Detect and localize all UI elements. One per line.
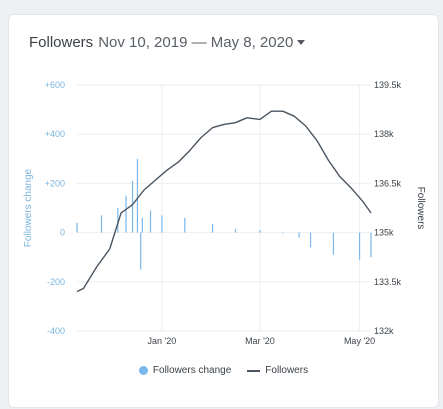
left-tick-label: +200 [45,178,65,188]
followers-change-bar [282,232,284,234]
followers-change-bar [184,217,186,233]
followers-change-bar [309,232,312,248]
x-tick-label: Mar '20 [245,336,275,346]
followers-line-layer [76,110,372,293]
followers-change-bar [131,180,134,233]
legend-item-followers[interactable]: Followers [247,365,308,376]
right-axis-title: Followers [415,187,426,230]
legend-label-followers-change: Followers change [152,365,232,376]
chart-legend: Followers change Followers [9,365,438,376]
x-tick-label: Jan '20 [148,336,177,346]
right-tick-label: 136.5k [374,178,402,188]
followers-change-bar [259,230,261,233]
left-tick-label: +600 [45,80,65,90]
followers-change-bars [76,158,372,270]
followers-change-bar [298,232,300,238]
left-tick-label: -400 [47,326,65,336]
x-tick-label: May '20 [344,336,375,346]
followers-change-bar [332,232,335,255]
followers-change-bar [136,158,139,233]
followers-change-bar [149,210,152,233]
followers-change-bar [370,232,372,258]
followers-change-bar [76,222,78,233]
legend-swatch-followers [247,369,261,372]
left-tick-label: 0 [60,228,65,238]
left-tick-label: +400 [45,129,65,139]
followers-chart-card: Followers Nov 10, 2019 — May 8, 2020 +60… [8,14,439,408]
followers-line [76,110,372,293]
right-tick-label: 138k [374,129,394,139]
date-range-label: Nov 10, 2019 — May 8, 2020 [98,33,294,51]
followers-change-bar [161,215,163,233]
right-axis-ticks: 139.5k 138k 136.5k 135k 133.5k 132k [374,80,402,336]
legend-label-followers: Followers [265,365,309,376]
right-tick-label: 133.5k [374,277,402,287]
legend-item-followers-change[interactable]: Followers change [138,365,232,376]
caret-down-icon [297,40,306,45]
grid [77,84,371,332]
right-tick-label: 139.5k [374,80,402,90]
followers-change-bar [234,228,237,233]
followers-change-bar [140,232,142,270]
left-tick-label: -200 [47,277,65,287]
followers-change-bar [100,215,103,233]
left-axis-ticks: +600 +400 +200 0 -200 -400 [45,80,65,336]
left-axis-title: Followers change [23,168,34,247]
x-axis-ticks: Jan '20 Mar '20 May '20 [148,336,376,346]
right-tick-label: 132k [374,326,394,336]
followers-change-bar [125,195,127,233]
legend-swatch-followers-change [138,366,148,375]
date-range-selector[interactable]: Followers Nov 10, 2019 — May 8, 2020 [29,31,306,53]
followers-change-bar [117,208,119,233]
followers-change-bar [141,217,143,233]
right-tick-label: 135k [374,228,394,238]
metric-label: Followers [29,33,94,51]
followers-change-bar [211,223,214,233]
followers-change-bar [358,232,361,260]
